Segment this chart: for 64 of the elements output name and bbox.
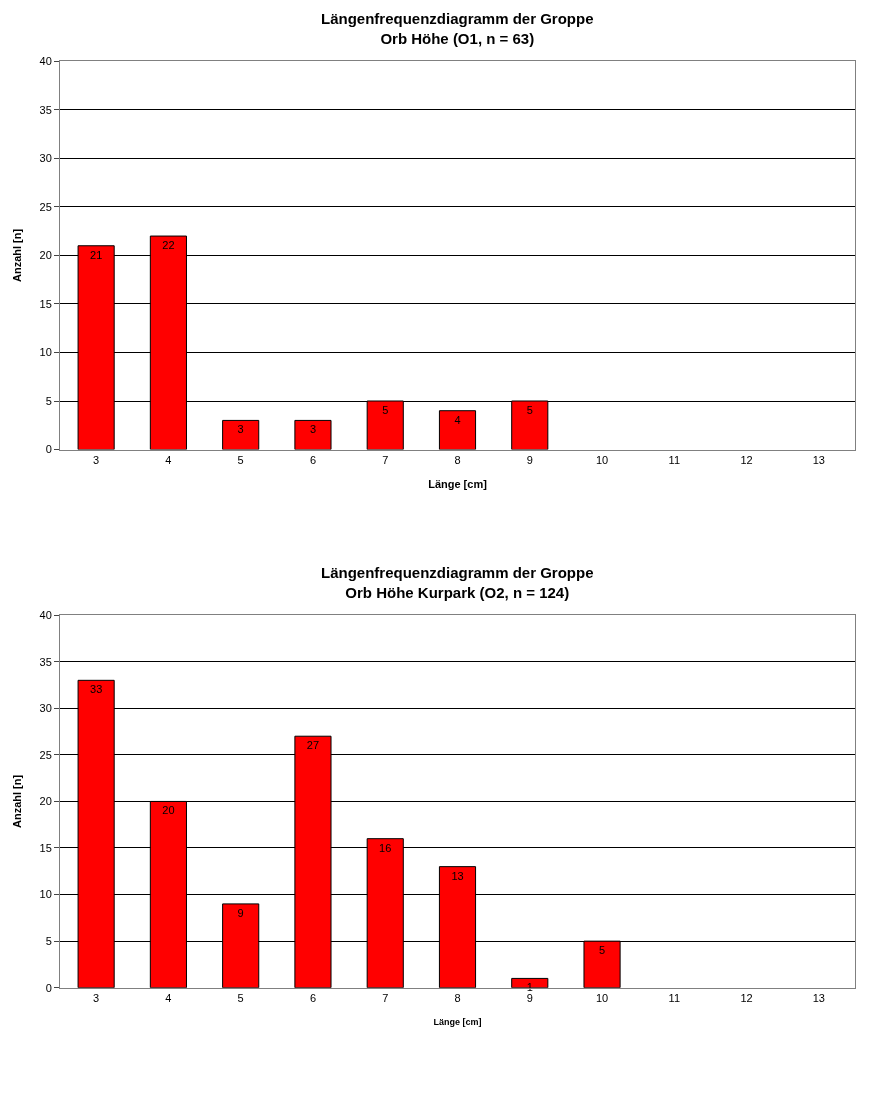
y-tick-label: 5: [45, 394, 52, 407]
data-label: 5: [526, 404, 533, 417]
x-tick-label: 11: [668, 453, 681, 466]
bar: [294, 419, 332, 450]
y-tick-label: 20: [39, 795, 52, 808]
data-label: 16: [379, 841, 392, 854]
x-tick-label: 6: [309, 991, 317, 1004]
x-tick-label: 5: [237, 453, 244, 466]
x-tick-label: 6: [309, 453, 317, 466]
y-tick-label: 15: [39, 297, 52, 310]
x-tick-label: 11: [668, 991, 681, 1004]
data-label: 5: [598, 944, 606, 957]
y-tick-label: 20: [39, 249, 52, 262]
y-tick-label: 40: [39, 55, 52, 68]
x-tick-label: 7: [382, 453, 389, 466]
x-tick-label: 13: [812, 991, 825, 1004]
chart-title: Längenfrequenzdiagramm der Groppe Orb Höhe (O1, n = 63): [321, 10, 594, 47]
x-tick-label: 9: [526, 453, 533, 466]
data-label: 9: [237, 906, 244, 919]
x-tick-label: 3: [93, 991, 100, 1004]
bar: [222, 419, 260, 450]
x-tick-label: 12: [740, 453, 753, 466]
y-tick-label: 15: [39, 841, 52, 854]
x-tick-label: 4: [165, 453, 172, 466]
y-tick-label: 35: [39, 655, 52, 668]
y-tick-label: 0: [45, 443, 52, 456]
x-tick-label: 8: [454, 991, 461, 1004]
x-tick-label: 13: [812, 453, 825, 466]
x-tick-label: 4: [165, 991, 172, 1004]
bar: [438, 410, 477, 450]
x-axis-title: Länge [cm]: [433, 1016, 482, 1027]
y-tick-label: 25: [39, 748, 52, 761]
x-tick-label: 12: [740, 991, 753, 1004]
y-axis-title: Anzahl [n]: [11, 228, 24, 283]
data-label: 1: [526, 981, 533, 994]
data-label: 5: [382, 404, 389, 417]
x-tick-label: 9: [526, 991, 533, 1004]
data-label: 27: [306, 739, 320, 752]
x-axis-title: Länge [cm]: [428, 477, 488, 490]
y-axis-title: Anzahl [n]: [11, 774, 24, 829]
data-label: 13: [451, 869, 464, 882]
data-label: 3: [237, 423, 244, 436]
x-tick-label: 3: [93, 453, 100, 466]
data-label: 33: [90, 683, 103, 696]
data-label: 4: [454, 413, 461, 426]
chart-title: Längenfrequenzdiagramm der Groppe Orb Höhe Kurpark (O2, n = 124): [321, 564, 594, 601]
x-tick-label: 10: [595, 453, 609, 466]
x-tick-label: 10: [595, 991, 609, 1004]
y-tick-label: 35: [39, 103, 52, 116]
x-tick-label: 7: [382, 991, 389, 1004]
x-tick-label: 8: [454, 453, 461, 466]
y-tick-label: 30: [39, 702, 52, 715]
data-label: 3: [309, 423, 317, 436]
y-tick-label: 10: [39, 346, 52, 359]
y-tick-label: 30: [39, 152, 52, 165]
y-tick-label: 0: [45, 981, 52, 994]
data-label: 22: [162, 239, 175, 252]
data-label: 21: [90, 248, 103, 261]
y-tick-label: 40: [39, 608, 52, 621]
y-tick-label: 10: [39, 888, 52, 901]
y-tick-label: 25: [39, 200, 52, 213]
data-label: 20: [162, 804, 175, 817]
x-tick-label: 5: [237, 991, 244, 1004]
y-tick-label: 5: [45, 934, 52, 947]
